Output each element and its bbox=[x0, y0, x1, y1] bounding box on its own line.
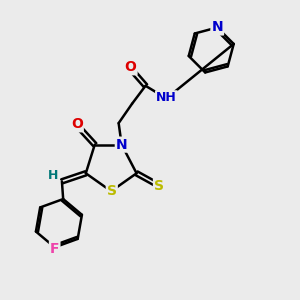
Text: N: N bbox=[212, 20, 223, 34]
Text: N: N bbox=[116, 138, 127, 152]
Text: O: O bbox=[125, 60, 136, 74]
Text: S: S bbox=[154, 179, 164, 193]
Text: F: F bbox=[50, 242, 59, 256]
Text: S: S bbox=[107, 184, 117, 198]
Text: O: O bbox=[71, 117, 83, 131]
Text: NH: NH bbox=[156, 91, 177, 104]
Text: H: H bbox=[48, 169, 59, 182]
